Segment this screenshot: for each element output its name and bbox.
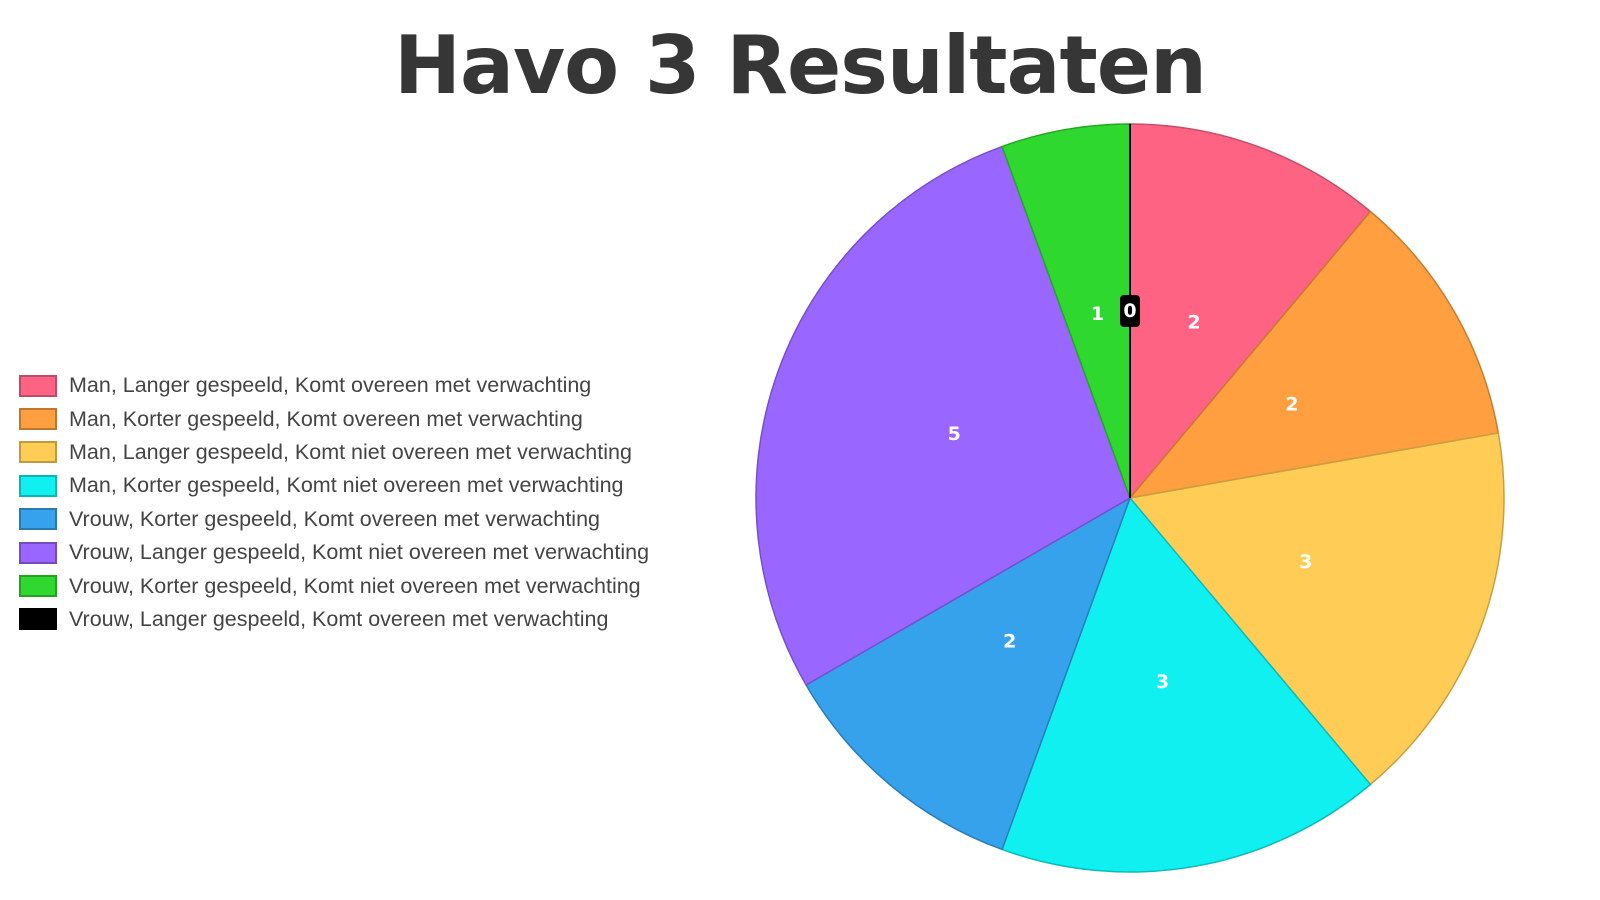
data-label: 1 <box>1091 303 1104 325</box>
legend-swatch <box>19 541 57 564</box>
pie-slice[interactable] <box>1128 210 1500 500</box>
legend-swatch <box>19 441 57 464</box>
data-label: 3 <box>1299 551 1312 573</box>
data-label-background <box>1120 295 1140 327</box>
legend-swatch <box>19 608 57 631</box>
legend-swatch <box>19 408 57 431</box>
pie-slice[interactable] <box>805 496 1132 851</box>
data-label: 2 <box>1187 311 1200 333</box>
pie-data-labels: 2 2 3 3 2 5 1 0 <box>948 295 1312 693</box>
legend-swatch <box>19 575 57 598</box>
legend-item[interactable]: Vrouw, Langer gespeeld, Komt overeen met… <box>19 603 649 636</box>
data-label: 0 <box>1123 300 1136 322</box>
pie-slice[interactable] <box>1001 123 1131 499</box>
legend: Man, Langer gespeeld, Komt overeen met v… <box>19 369 649 636</box>
legend-item[interactable]: Man, Langer gespeeld, Komt niet overeen … <box>19 436 649 469</box>
legend-label: Vrouw, Korter gespeeld, Komt overeen met… <box>69 506 601 531</box>
legend-item[interactable]: Man, Korter gespeeld, Komt overeen met v… <box>19 402 649 435</box>
legend-swatch <box>19 474 57 497</box>
data-label: 2 <box>1003 630 1016 652</box>
legend-item[interactable]: Vrouw, Korter gespeeld, Komt niet overee… <box>19 569 649 602</box>
data-label: 2 <box>1285 394 1298 416</box>
legend-label: Vrouw, Langer gespeeld, Komt overeen met… <box>69 606 609 631</box>
legend-item[interactable]: Man, Korter gespeeld, Komt niet overeen … <box>19 469 649 502</box>
legend-label: Vrouw, Langer gespeeld, Komt niet overee… <box>69 540 650 565</box>
legend-label: Man, Korter gespeeld, Komt niet overeen … <box>69 473 624 498</box>
legend-label: Vrouw, Korter gespeeld, Komt niet overee… <box>69 573 641 598</box>
legend-item[interactable]: Man, Langer gespeeld, Komt overeen met v… <box>19 369 649 402</box>
legend-item[interactable]: Vrouw, Langer gespeeld, Komt niet overee… <box>19 536 649 569</box>
pie-slice[interactable] <box>1129 123 1372 501</box>
legend-label: Man, Langer gespeeld, Komt niet overeen … <box>69 439 632 464</box>
pie-slice[interactable] <box>1128 432 1505 786</box>
legend-label: Man, Langer gespeeld, Komt overeen met v… <box>69 373 592 398</box>
data-label: 3 <box>1156 671 1169 693</box>
data-label: 5 <box>948 423 961 445</box>
pie-slice[interactable] <box>1001 496 1372 873</box>
pie-slice[interactable] <box>755 145 1131 687</box>
data-label-box: 0 <box>1120 295 1140 327</box>
legend-swatch <box>19 508 57 531</box>
pie-slices <box>755 123 1505 873</box>
chart-title: Havo 3 Resultaten <box>394 19 1207 112</box>
legend-swatch <box>19 374 57 397</box>
legend-label: Man, Korter gespeeld, Komt overeen met v… <box>69 406 583 431</box>
legend-item[interactable]: Vrouw, Korter gespeeld, Komt overeen met… <box>19 503 649 536</box>
